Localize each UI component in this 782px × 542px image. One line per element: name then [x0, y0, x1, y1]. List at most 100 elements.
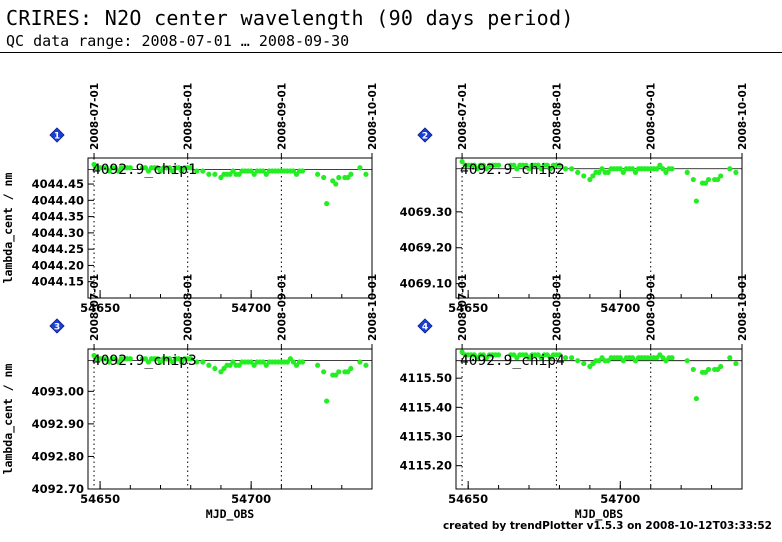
y-tick-label: 4093.00 — [32, 384, 84, 398]
y-tick-label: 4044.15 — [32, 275, 84, 289]
data-point — [248, 359, 254, 365]
data-point — [321, 174, 327, 181]
data-point — [587, 176, 593, 183]
data-point — [669, 355, 675, 361]
data-point — [103, 356, 109, 362]
data-point — [218, 174, 224, 181]
data-point — [654, 166, 660, 172]
badge-diamond — [49, 318, 65, 334]
data-point — [547, 166, 553, 172]
chart-panel-2: 2008-07-01 2008-08-01 2008-09-01 2008-10-01… — [400, 83, 749, 315]
chart-panel-1: 2008-07-01 2008-08-01 2008-09-01 2008-10-01… — [1, 83, 379, 315]
data-point — [690, 176, 696, 183]
data-point — [230, 168, 236, 174]
data-point — [523, 162, 529, 168]
date-tick-label: 2008-07-01 — [457, 83, 469, 150]
data-point — [260, 168, 266, 174]
data-point — [206, 362, 212, 368]
data-point — [526, 166, 532, 172]
data-point — [348, 171, 354, 177]
x-tick-label: 54700 — [600, 492, 640, 506]
data-point — [176, 356, 182, 362]
data-point — [575, 169, 581, 175]
date-tick-label: 2008-09-01 — [646, 83, 658, 150]
data-point — [538, 166, 544, 172]
data-point — [581, 360, 587, 367]
data-point — [154, 165, 161, 171]
data-point — [357, 359, 363, 365]
y-tick-label: 4115.30 — [400, 430, 452, 444]
data-point — [176, 165, 182, 171]
x-tick-label: 54700 — [231, 301, 271, 315]
data-point — [693, 395, 699, 402]
data-point — [251, 362, 257, 368]
data-point — [188, 356, 194, 362]
x-tick-label: 54650 — [80, 492, 120, 506]
panel-number-badge: 1 — [49, 127, 65, 143]
data-point — [212, 171, 218, 177]
data-point — [727, 355, 733, 361]
page-title: CRIRES: N2O center wavelength (90 days p… — [6, 6, 574, 30]
panel-label: 4092.9_chip1 — [92, 162, 197, 178]
y-tick-label: 4044.45 — [32, 177, 84, 191]
header-divider — [0, 52, 782, 53]
chart-panel-3: 2008-07-01 2008-08-01 2008-09-01 2008-10-01… — [1, 274, 379, 522]
data-point — [495, 352, 502, 358]
data-point — [544, 162, 550, 168]
data-point — [127, 165, 133, 171]
date-tick-label: 2008-08-01 — [183, 274, 195, 341]
data-point — [284, 359, 291, 365]
y-tick-label: 4044.40 — [32, 193, 84, 207]
plot-frame — [455, 157, 743, 299]
data-point — [348, 365, 354, 372]
data-point — [669, 166, 675, 172]
data-point — [115, 168, 121, 174]
data-point — [324, 200, 330, 207]
y-tick-label: 4115.40 — [400, 400, 452, 414]
data-point — [315, 362, 321, 368]
data-point — [106, 359, 112, 365]
data-point — [112, 165, 118, 171]
date-tick-label: 2008-08-01 — [551, 274, 563, 341]
badge-diamond — [417, 318, 433, 334]
badge-diamond — [49, 127, 65, 143]
data-point — [293, 171, 300, 177]
data-point — [727, 166, 733, 172]
data-point — [263, 171, 269, 177]
plot-frame — [455, 348, 743, 490]
data-point — [290, 359, 297, 365]
data-point — [321, 369, 327, 375]
badge-number: 1 — [54, 132, 60, 142]
date-tick-label: 2008-10-01 — [737, 83, 749, 150]
data-point — [112, 356, 118, 362]
data-point — [115, 359, 121, 365]
data-point — [733, 169, 739, 175]
data-point — [154, 356, 161, 362]
x-tick-label: 54650 — [80, 301, 120, 315]
data-point — [236, 171, 242, 177]
badge-diamond — [417, 127, 433, 143]
page-subtitle: QC data range: 2008-07-01 … 2008-09-30 — [6, 32, 350, 50]
data-point — [157, 168, 164, 174]
data-point — [617, 166, 623, 172]
data-point — [733, 360, 739, 367]
data-point — [293, 362, 300, 368]
y-tick-label: 4069.20 — [400, 241, 452, 255]
data-point — [336, 174, 342, 181]
data-point — [684, 358, 690, 364]
badge-number: 2 — [422, 132, 428, 142]
data-point — [480, 162, 486, 168]
data-point — [495, 162, 502, 168]
data-point — [194, 359, 200, 365]
data-point — [169, 359, 176, 365]
data-point — [166, 165, 173, 171]
data-point — [459, 158, 465, 165]
y-tick-label: 4044.25 — [32, 242, 84, 256]
data-point — [336, 369, 342, 375]
data-point — [562, 355, 569, 361]
data-point — [632, 169, 639, 175]
data-point — [145, 168, 152, 174]
data-point — [629, 166, 636, 172]
data-point — [221, 365, 227, 372]
